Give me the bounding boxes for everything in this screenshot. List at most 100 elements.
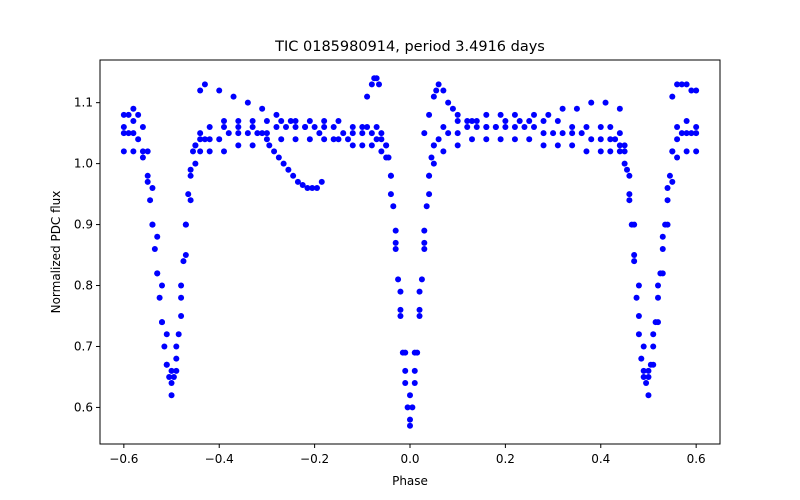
data-point <box>616 130 623 137</box>
data-point <box>540 130 547 137</box>
data-point <box>306 136 313 143</box>
data-point <box>292 124 299 131</box>
data-point <box>416 306 423 313</box>
data-point <box>674 81 681 88</box>
data-point <box>235 142 242 149</box>
data-point <box>201 136 208 143</box>
data-point <box>364 124 371 131</box>
x-tick-label: −0.6 <box>109 452 138 466</box>
data-point <box>168 367 175 374</box>
data-point <box>280 160 287 167</box>
data-point <box>335 136 342 143</box>
data-point <box>516 117 523 124</box>
data-point <box>139 148 146 155</box>
data-point <box>392 245 399 252</box>
data-point <box>178 282 185 289</box>
data-point <box>621 148 628 155</box>
data-point <box>335 117 342 124</box>
data-point <box>294 178 301 185</box>
data-point <box>635 282 642 289</box>
data-point <box>330 136 337 143</box>
data-point <box>607 124 614 131</box>
data-point <box>139 154 146 161</box>
y-tick-label: 0.7 <box>74 339 93 353</box>
data-point <box>168 392 175 399</box>
data-point <box>664 185 671 191</box>
x-tick-label: 0.6 <box>687 452 706 466</box>
data-point <box>683 117 690 124</box>
data-point <box>340 130 347 137</box>
data-point <box>583 124 590 131</box>
data-point <box>531 111 537 118</box>
data-point <box>418 276 425 283</box>
data-point <box>638 355 645 362</box>
data-point <box>387 191 394 198</box>
data-point <box>192 142 199 149</box>
y-tick-label: 0.8 <box>74 279 93 293</box>
data-point <box>397 306 404 313</box>
data-point <box>454 117 461 124</box>
data-point <box>378 130 385 137</box>
data-point <box>154 233 161 240</box>
data-point <box>368 81 375 88</box>
data-point <box>511 111 518 118</box>
data-point <box>397 288 404 295</box>
x-axis-label: Phase <box>392 474 428 488</box>
data-point <box>302 124 309 131</box>
data-point <box>144 172 151 179</box>
data-point <box>612 136 619 143</box>
data-point <box>416 288 423 295</box>
data-point <box>483 124 490 131</box>
data-point <box>669 148 676 155</box>
data-point <box>278 117 285 124</box>
data-point <box>216 136 223 143</box>
data-point <box>492 124 499 131</box>
x-tick-label: −0.2 <box>300 452 329 466</box>
data-point <box>473 124 480 131</box>
data-point <box>373 75 380 82</box>
data-point <box>693 148 700 155</box>
data-point <box>502 117 509 124</box>
data-point <box>440 124 447 131</box>
data-point <box>402 380 409 387</box>
data-point <box>278 136 285 143</box>
data-point <box>221 124 227 131</box>
data-point <box>624 166 630 173</box>
data-point <box>426 111 433 118</box>
data-point <box>411 380 418 387</box>
data-point <box>569 130 576 137</box>
data-point <box>173 355 180 362</box>
data-point <box>616 142 623 149</box>
data-point <box>120 111 127 118</box>
data-point <box>395 276 402 283</box>
data-point <box>464 124 471 131</box>
data-point <box>540 142 547 149</box>
data-point <box>197 136 204 143</box>
data-point <box>201 81 208 88</box>
data-point <box>404 404 411 411</box>
data-point <box>235 124 242 131</box>
data-point <box>359 142 366 149</box>
data-point <box>545 111 552 118</box>
series-3 <box>120 75 382 143</box>
data-point <box>130 105 137 112</box>
data-point <box>674 136 681 143</box>
data-point <box>678 130 685 137</box>
series-1 <box>120 136 700 429</box>
y-tick-label: 1.0 <box>74 157 93 171</box>
data-point <box>483 136 490 143</box>
data-point <box>378 136 385 143</box>
data-point <box>635 313 642 319</box>
data-point <box>154 270 161 277</box>
data-point <box>383 142 390 149</box>
data-point <box>330 124 337 131</box>
data-point <box>316 130 323 137</box>
x-tick-label: 0.4 <box>591 452 610 466</box>
data-point <box>147 197 154 204</box>
data-point <box>254 130 261 137</box>
data-point <box>526 136 533 143</box>
data-point <box>445 130 452 137</box>
data-point <box>244 130 251 137</box>
data-point <box>659 245 666 252</box>
y-axis: 0.6 0.7 0.8 0.9 1.0 1.1 <box>74 96 100 414</box>
